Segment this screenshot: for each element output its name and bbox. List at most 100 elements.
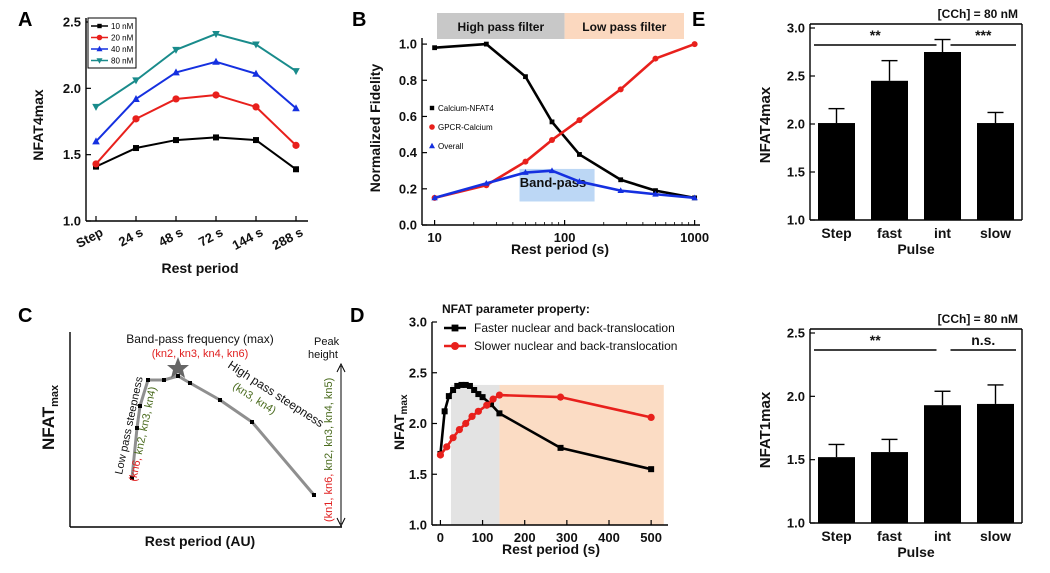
curve-point (162, 378, 166, 382)
data-point (432, 45, 437, 51)
data-point (549, 119, 555, 125)
x-tick-label: slow (980, 225, 1011, 241)
bar (924, 405, 961, 523)
data-point (172, 95, 180, 103)
data-point (132, 77, 140, 85)
y-tick-label: 2.5 (409, 365, 427, 380)
y-axis-label-sub: max (399, 394, 410, 414)
data-point (455, 425, 463, 434)
data-point (443, 443, 451, 451)
data-point (577, 152, 582, 157)
y-tick-label: 0.6 (399, 109, 417, 124)
x-tick-label: 10 (427, 230, 441, 245)
x-tick-label: 72 s (196, 224, 225, 249)
data-point (212, 30, 220, 38)
data-point (252, 103, 260, 111)
peak-params-red: (kn1, kn6, (323, 471, 335, 522)
panel-label-e: E (692, 9, 705, 31)
curve-point (250, 420, 254, 424)
data-point (132, 115, 140, 123)
data-point (445, 393, 452, 400)
data-point (462, 381, 469, 388)
data-point (450, 387, 457, 394)
x-tick-label: 400 (598, 530, 620, 545)
legend-marker (451, 342, 459, 350)
x-axis-label: Rest period (AU) (145, 533, 255, 549)
data-point (488, 401, 494, 408)
y-axis-label: NFATmax (39, 384, 61, 450)
y-axis-label: NFAT4max (757, 86, 774, 163)
bar (818, 457, 855, 523)
curve-point (176, 374, 180, 378)
concentration-label: [CCh] = 80 nM (938, 312, 1018, 326)
x-tick-label: 1000 (680, 230, 709, 245)
significance-label: *** (975, 27, 992, 43)
low-pass-params-red: (kn6, (127, 453, 144, 482)
legend-label: 20 nM (111, 34, 134, 43)
data-point (522, 169, 529, 175)
data-point (495, 391, 504, 399)
y-tick-label: 1.5 (787, 452, 805, 467)
bar (818, 123, 855, 220)
data-point (483, 41, 489, 47)
low-pass-band (564, 13, 684, 39)
curve-point (138, 404, 142, 408)
bar (977, 403, 1014, 523)
panel-label-a: A (18, 9, 32, 31)
data-point (548, 167, 556, 174)
y-tick-label: 2.5 (63, 15, 81, 30)
y-tick-label: 0.2 (399, 181, 417, 196)
data-point (652, 55, 659, 62)
data-point (133, 145, 139, 152)
data-point (618, 177, 624, 183)
x-tick-label: 24 s (116, 224, 145, 249)
x-tick-label: int (934, 528, 951, 544)
data-point (557, 444, 564, 451)
data-point (172, 68, 180, 76)
peak-params-green: kn2, kn3, kn4, kn5) (323, 378, 335, 471)
data-point (212, 57, 220, 65)
y-axis-label: Normalized Fidelity (367, 64, 383, 193)
slow-range-shade (499, 384, 664, 525)
data-point (483, 179, 490, 186)
y-tick-label: 1.0 (787, 213, 805, 228)
data-point (489, 395, 497, 403)
fast-range-shade (450, 384, 500, 525)
legend-marker (429, 105, 435, 111)
curve-point (130, 476, 134, 480)
concentration-label: [CCh] = 80 nM (938, 7, 1018, 21)
legend-label: Calcium-NFAT4 (438, 104, 494, 113)
y-tick-label: 2.5 (787, 69, 805, 84)
y-axis-label-sub: max (49, 384, 61, 407)
band-pass-label: Band-pass (520, 175, 586, 190)
panel-label-d: D (350, 305, 364, 327)
data-point (253, 137, 259, 144)
x-tick-label: slow (980, 528, 1011, 544)
data-point (483, 401, 491, 409)
y-axis-label: NFAT4max (30, 89, 46, 161)
legend-label: 40 nM (111, 45, 134, 54)
data-point (172, 46, 180, 54)
significance-label: ** (870, 332, 881, 348)
legend-marker (451, 324, 459, 332)
y-tick-label: 1.0 (399, 37, 417, 52)
data-point (691, 194, 698, 201)
curve-point (146, 378, 150, 382)
y-tick-label: 2.0 (787, 117, 805, 132)
high-pass-label: High pass filter (457, 20, 544, 34)
high-pass-band (437, 13, 565, 39)
data-point (92, 160, 100, 168)
data-point (479, 394, 486, 401)
x-axis-label: Rest period (s) (502, 541, 600, 557)
bar (924, 52, 961, 220)
curve-point (312, 493, 316, 497)
y-tick-label: 3.0 (409, 315, 427, 330)
data-point (653, 188, 658, 194)
data-point (173, 137, 179, 144)
y-tick-label: 1.5 (787, 165, 805, 180)
y-tick-label: 1.0 (787, 516, 805, 531)
data-point (496, 410, 503, 417)
peak-label-line2: height (308, 349, 338, 361)
low-pass-label: Low pass filter (582, 20, 666, 34)
data-point (292, 104, 300, 112)
